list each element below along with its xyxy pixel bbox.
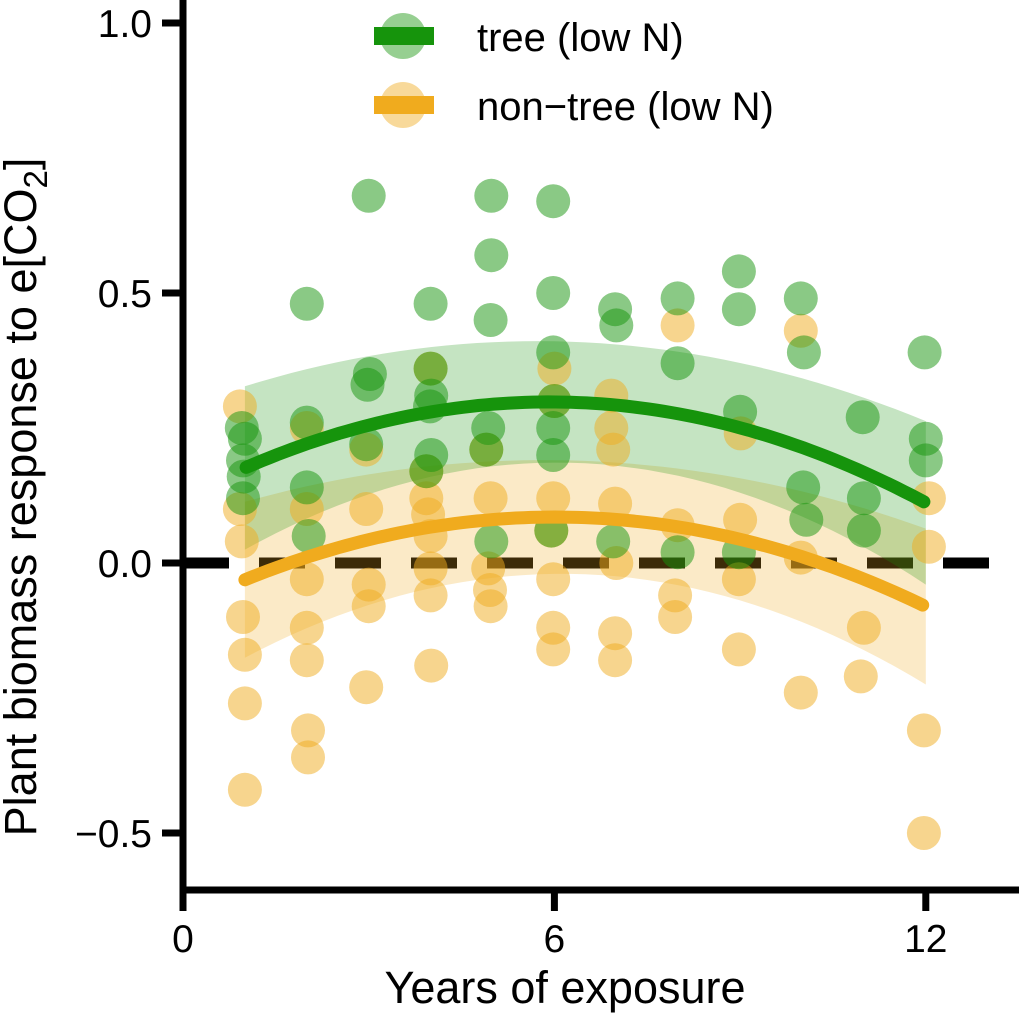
tree-line-swatch-icon xyxy=(374,27,434,45)
x-tick-label: 12 xyxy=(904,918,947,961)
x-tick-label: 6 xyxy=(544,918,566,961)
legend: tree (low N) non−tree (low N) xyxy=(374,13,774,129)
legend-entry-non-tree: non−tree (low N) xyxy=(374,82,774,129)
non-tree-line-swatch-icon xyxy=(374,96,434,114)
legend-label-non-tree: non−tree (low N) xyxy=(477,85,774,129)
x-axis-title: Years of exposure xyxy=(384,962,745,1013)
legend-label-tree: tree (low N) xyxy=(477,16,684,60)
axes xyxy=(162,0,1019,911)
points-non-tree xyxy=(222,308,946,850)
points-tree xyxy=(224,178,943,570)
x-tick-label: 0 xyxy=(172,918,194,961)
y-tick-label: 0.5 xyxy=(98,273,152,316)
y-axis-title: Plant biomass response to e[CO2] xyxy=(0,158,54,837)
tick-labels: 1.0 0.5 0.0 −0.5 0 6 12 xyxy=(75,3,947,961)
legend-entry-tree: tree (low N) xyxy=(374,13,684,60)
fit-curves xyxy=(238,395,931,612)
y-tick-label: −0.5 xyxy=(75,813,152,856)
y-tick-label: 1.0 xyxy=(98,3,152,46)
scatter-points xyxy=(222,178,946,850)
y-tick-label: 0.0 xyxy=(98,543,152,586)
